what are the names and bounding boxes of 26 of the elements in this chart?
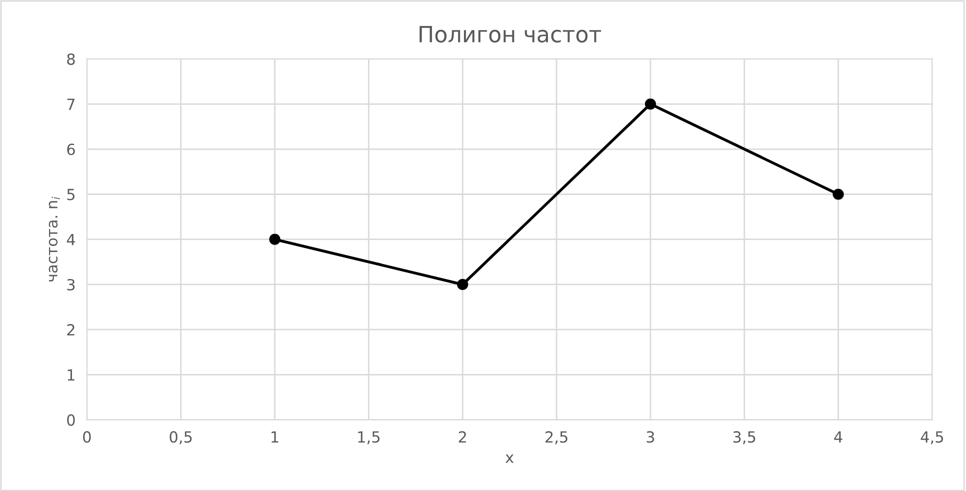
chart-title: Полигон частот [420,26,602,43]
y-tick-label: 6 [67,144,75,156]
y-tick-label: 3 [67,278,75,290]
y-tick-label: 8 [67,53,75,65]
x-axis-title: x [505,454,514,463]
x-tick-label: 1,5 [358,431,380,444]
x-tick-label: 1 [272,431,278,443]
x-tick-label: 3,5 [733,431,756,444]
y-tick-label: 0 [67,414,75,426]
x-tick-label: 2,5 [545,431,568,444]
x-tick-label: 0,5 [170,431,192,444]
point [832,188,844,200]
x-tick-label: 0 [83,431,91,443]
x-tick-label: 3 [646,431,654,443]
y-tick-label: 2 [67,324,74,336]
x-tick-label: 4,5 [920,431,944,444]
x-tick-label: 2 [458,431,466,443]
y-tick-label: 7 [67,98,75,110]
point [269,234,280,245]
y-tick-label: 1 [68,369,74,380]
y-tick-label: 4 [66,234,75,246]
y-axis-title: частота. n$_{i}$ [48,196,60,282]
x-tick-label: 4 [834,431,842,443]
point [457,278,468,290]
y-tick-label: 5 [67,188,74,200]
point [644,98,656,110]
